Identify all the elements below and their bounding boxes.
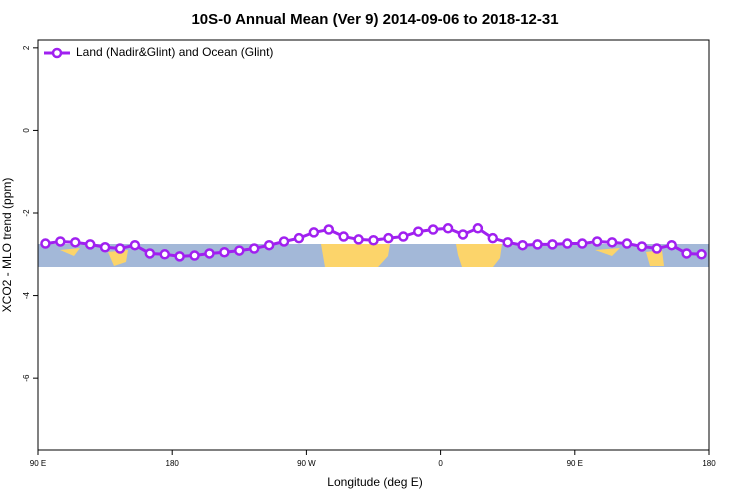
data-point: [278, 236, 290, 247]
data-point: [234, 245, 245, 256]
data-point: [70, 237, 81, 248]
y-tick-label: -6: [22, 374, 31, 382]
data-point: [606, 237, 618, 248]
data-point: [204, 248, 215, 259]
chart-title: 10S-0 Annual Mean (Ver 9) 2014-09-06 to …: [191, 11, 558, 28]
data-point: [487, 232, 499, 244]
data-point: [621, 238, 633, 249]
x-tick-label: 180: [166, 459, 180, 468]
map-strip: [38, 244, 709, 267]
legend: [39, 41, 289, 65]
y-tick-label: -2: [22, 209, 31, 217]
data-point: [174, 251, 185, 262]
x-tick-label: 90 E: [567, 459, 583, 468]
data-point: [562, 238, 573, 249]
data-point: [666, 239, 677, 251]
x-tick-label: 0: [438, 459, 443, 468]
data-point: [591, 236, 603, 247]
data-point: [40, 238, 51, 249]
data-point: [338, 231, 349, 242]
data-point: [368, 235, 379, 246]
y-tick-label: -4: [22, 291, 31, 299]
data-point: [398, 231, 409, 242]
data-point: [144, 248, 156, 259]
data-point: [55, 236, 66, 247]
data-point: [293, 232, 305, 244]
data-point: [696, 249, 707, 260]
y-tick-label: 0: [22, 128, 31, 133]
x-tick-label: 90 E: [30, 459, 46, 468]
x-tick-label: 90 W: [297, 459, 316, 468]
data-point: [129, 239, 141, 251]
data-point: [577, 238, 588, 249]
data-point: [636, 241, 648, 252]
data-point: [442, 223, 454, 234]
data-point: [412, 226, 424, 237]
data-point: [383, 232, 394, 244]
data-point: [159, 249, 170, 260]
plot-frame: [37, 39, 710, 451]
data-point: [248, 243, 260, 254]
data-point: [681, 248, 692, 259]
y-tick-label: 2: [22, 45, 31, 50]
x-axis-label: Longitude (deg E): [327, 475, 422, 489]
data-point: [84, 239, 96, 250]
data-point: [353, 234, 364, 245]
data-point: [427, 224, 439, 235]
y-axis-label: XCO2 - MLO trend (ppm): [0, 178, 14, 313]
data-point: [189, 250, 200, 261]
data-point: [517, 239, 528, 251]
data-point: [308, 227, 320, 238]
data-point: [651, 243, 663, 254]
data-point: [99, 242, 111, 253]
data-point: [323, 224, 335, 235]
data-point: [502, 237, 513, 248]
data-point: [219, 246, 230, 258]
data-point: [457, 229, 469, 240]
data-point: [114, 243, 126, 254]
data-point: [532, 239, 543, 250]
data-point: [263, 239, 275, 251]
data-point: [547, 239, 558, 250]
data-point: [472, 223, 484, 234]
legend-label: Land (Nadir&Glint) and Ocean (Glint): [76, 45, 273, 59]
x-tick-label: 180: [702, 459, 716, 468]
legend-marker: [51, 47, 63, 59]
